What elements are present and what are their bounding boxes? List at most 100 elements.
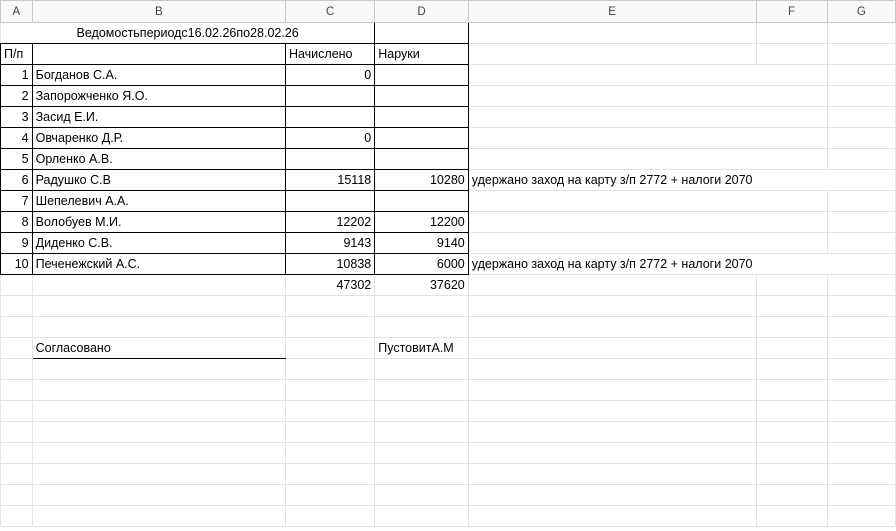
cell[interactable] (0, 274, 33, 296)
cell[interactable] (826, 337, 896, 359)
cell[interactable] (826, 85, 896, 107)
accrued-value[interactable]: 9143 (284, 232, 376, 254)
row-number[interactable]: 10 (0, 253, 33, 275)
cell[interactable] (467, 400, 757, 422)
cell[interactable] (0, 379, 33, 401)
cell[interactable] (755, 85, 828, 107)
cell[interactable] (755, 22, 828, 44)
cell-d1[interactable] (374, 22, 469, 44)
cell[interactable] (826, 106, 896, 128)
row-number[interactable]: 3 (0, 106, 33, 128)
cell[interactable] (755, 421, 828, 443)
cell[interactable] (755, 169, 828, 191)
cell[interactable] (31, 484, 286, 506)
cell[interactable] (284, 337, 376, 359)
cell[interactable] (755, 211, 828, 233)
employee-name[interactable]: Шепелевич А.А. (31, 190, 286, 212)
column-header-c[interactable]: C (284, 0, 376, 23)
cell[interactable] (284, 379, 376, 401)
employee-name[interactable]: Богданов С.А. (31, 64, 286, 86)
accrued-value[interactable] (284, 85, 376, 107)
cell[interactable] (374, 421, 469, 443)
cell[interactable] (755, 358, 828, 380)
column-header-e[interactable]: E (467, 0, 757, 23)
cell[interactable] (755, 337, 828, 359)
cell[interactable] (0, 358, 33, 380)
cell[interactable] (284, 295, 376, 317)
column-header-g[interactable]: G (826, 0, 896, 23)
cell[interactable] (755, 64, 828, 86)
cell[interactable] (826, 22, 896, 44)
row-number[interactable]: 7 (0, 190, 33, 212)
paid-value[interactable]: 9140 (374, 232, 469, 254)
cell[interactable] (826, 379, 896, 401)
row-number[interactable]: 5 (0, 148, 33, 170)
cell[interactable] (755, 295, 828, 317)
note-cell[interactable]: удержано заход на карту з/п 2772 + налог… (467, 169, 756, 191)
cell[interactable] (755, 316, 828, 338)
header-name[interactable] (31, 43, 286, 65)
cell[interactable] (0, 442, 33, 464)
cell[interactable] (0, 463, 33, 485)
cell[interactable] (31, 316, 286, 338)
cell[interactable] (755, 253, 828, 275)
cell[interactable] (467, 505, 757, 527)
column-header-f[interactable]: F (755, 0, 828, 23)
cell[interactable] (826, 232, 896, 254)
cell[interactable] (826, 463, 896, 485)
note-cell[interactable] (467, 211, 756, 233)
header-paid[interactable]: Наруки (374, 43, 469, 65)
cell[interactable] (0, 295, 33, 317)
accrued-value[interactable] (284, 148, 376, 170)
cell[interactable] (826, 127, 896, 149)
cell[interactable] (31, 379, 286, 401)
paid-value[interactable] (374, 148, 469, 170)
accrued-value[interactable]: 12202 (284, 211, 376, 233)
cell[interactable] (826, 316, 896, 338)
cell[interactable] (826, 505, 896, 527)
cell[interactable] (374, 379, 469, 401)
cell[interactable] (467, 421, 757, 443)
row-number[interactable]: 6 (0, 169, 33, 191)
cell[interactable] (467, 442, 757, 464)
cell[interactable] (374, 484, 469, 506)
total-paid[interactable]: 37620 (374, 274, 469, 296)
cell[interactable] (284, 421, 376, 443)
cell[interactable] (826, 421, 896, 443)
note-cell[interactable] (467, 85, 756, 107)
cell[interactable] (826, 211, 896, 233)
cell[interactable] (31, 463, 286, 485)
accrued-value[interactable]: 0 (284, 64, 376, 86)
cell[interactable] (755, 43, 828, 65)
cell[interactable] (755, 106, 828, 128)
paid-value[interactable]: 12200 (374, 211, 469, 233)
cell[interactable] (284, 463, 376, 485)
header-num[interactable]: П/п (0, 43, 33, 65)
employee-name[interactable]: Диденко С.В. (31, 232, 286, 254)
cell[interactable] (755, 484, 828, 506)
accrued-value[interactable]: 10838 (284, 253, 376, 275)
cell[interactable] (284, 484, 376, 506)
cell[interactable] (755, 442, 828, 464)
cell[interactable] (755, 127, 828, 149)
cell[interactable] (31, 505, 286, 527)
cell[interactable] (284, 400, 376, 422)
note-cell[interactable] (467, 190, 756, 212)
cell[interactable] (374, 400, 469, 422)
cell[interactable] (374, 442, 469, 464)
cell[interactable] (755, 400, 828, 422)
accrued-value[interactable]: 0 (284, 127, 376, 149)
cell[interactable] (31, 421, 286, 443)
paid-value[interactable] (374, 106, 469, 128)
cell[interactable] (467, 337, 757, 359)
cell[interactable] (0, 316, 33, 338)
employee-name[interactable]: Засид Е.И. (31, 106, 286, 128)
row-number[interactable]: 4 (0, 127, 33, 149)
cell[interactable] (467, 295, 757, 317)
cell[interactable] (826, 358, 896, 380)
cell[interactable] (467, 22, 757, 44)
paid-value[interactable] (374, 64, 469, 86)
approved-label[interactable]: Согласовано (31, 337, 286, 359)
cell[interactable] (826, 64, 896, 86)
